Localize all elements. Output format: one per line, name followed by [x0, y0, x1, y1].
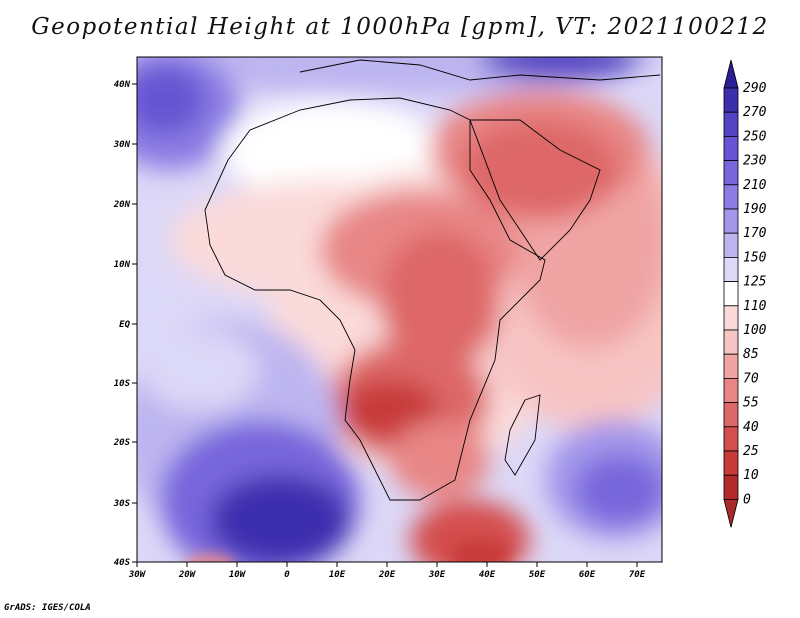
colorbar-label: 270: [743, 105, 767, 120]
lat-label: EQ: [119, 320, 130, 330]
colorbar-swatch: [723, 426, 739, 452]
lon-label: 50E: [529, 570, 546, 580]
colorbar-label: 125: [743, 275, 767, 290]
lat-label: 30S: [113, 499, 131, 509]
colorbar-swatch: [723, 329, 739, 355]
colorbar-swatch: [723, 305, 739, 331]
colorbar-swatch: [723, 402, 739, 428]
colorbar-label: 40: [743, 420, 759, 435]
colorbar-top-arrow: [723, 59, 739, 89]
colorbar-swatch: [723, 111, 739, 137]
lon-label: 10E: [329, 570, 346, 580]
lat-label: 20N: [113, 200, 131, 210]
colorbar-label: 55: [743, 396, 759, 411]
colorbar-bottom-arrow: [723, 498, 739, 528]
colorbar-label: 85: [743, 347, 759, 362]
lon-label: 40E: [479, 570, 496, 580]
chart-title: Geopotential Height at 1000hPa [gpm], VT…: [31, 14, 769, 40]
lat-label: 10S: [114, 379, 131, 389]
colorbar-label: 100: [743, 323, 767, 338]
colorbar-label: 230: [743, 154, 767, 169]
colorbar-label: 250: [743, 129, 767, 144]
colorbar-swatch: [723, 256, 739, 282]
colorbar-label: 70: [743, 371, 759, 386]
colorbar-swatch: [723, 208, 739, 234]
colorbar-swatch: [723, 450, 739, 476]
colorbar-swatch: [723, 232, 739, 258]
lon-label: 30W: [128, 570, 147, 580]
colorbar-swatch: [723, 353, 739, 379]
lat-label: 10N: [114, 260, 131, 270]
colorbar-label: 210: [743, 178, 767, 193]
colorbar-swatch: [723, 160, 739, 186]
colorbar-label: 0: [743, 492, 751, 507]
lon-label: 70E: [629, 570, 646, 580]
lon-label: 30E: [428, 570, 446, 580]
lon-label: 10W: [229, 570, 247, 580]
lon-label: 20W: [178, 570, 197, 580]
colorbar-label: 10: [743, 468, 759, 483]
lat-label: 30N: [113, 140, 131, 150]
colorbar-swatch: [723, 281, 739, 307]
colorbar-label: 190: [743, 202, 767, 217]
lat-axis: 40N 30N 20N 10N EQ 10S 20S 30S 40S: [113, 80, 137, 568]
colorbar-label: 170: [743, 226, 767, 241]
colorbar-swatch: [723, 474, 739, 500]
lat-label: 20S: [113, 438, 131, 448]
colorbar-swatch: [723, 184, 739, 210]
plot-frame: [136, 56, 663, 563]
colorbar-swatch: [723, 87, 739, 113]
colorbar: 2902702502302101901701501251101008570554…: [723, 59, 767, 528]
credit-text: GrADS: IGES/COLA: [4, 603, 91, 613]
lon-label: 60E: [579, 570, 596, 580]
colorbar-swatch: [723, 377, 739, 403]
lat-label: 40N: [114, 80, 131, 90]
colorbar-label: 25: [743, 444, 759, 459]
lon-label: 0: [284, 570, 290, 580]
height-field: [137, 57, 662, 562]
colorbar-swatch: [723, 135, 739, 161]
lon-label: 20E: [378, 570, 396, 580]
colorbar-label: 110: [743, 299, 767, 314]
colorbar-label: 150: [743, 250, 767, 265]
lon-axis: 30W 20W 10W 0 10E 20E 30E 40E 50E 60E 70…: [128, 562, 646, 580]
colorbar-label: 290: [743, 81, 767, 96]
coastlines: [204, 59, 661, 501]
lat-label: 40S: [114, 558, 131, 568]
